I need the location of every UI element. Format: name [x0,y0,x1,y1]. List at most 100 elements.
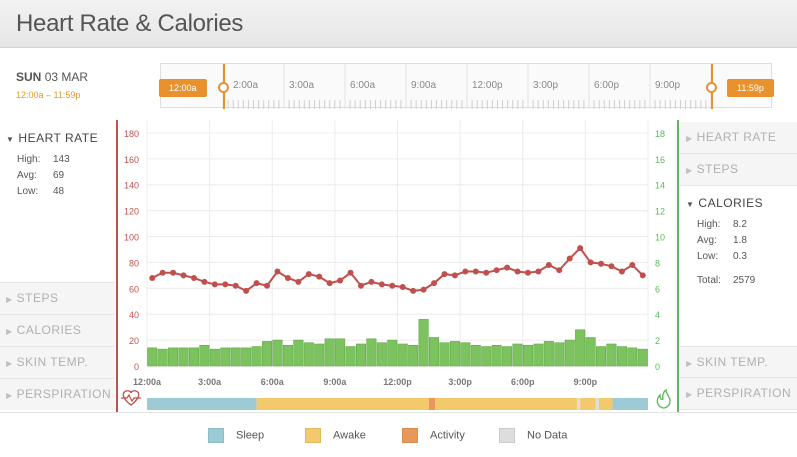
calories-bar [314,343,325,367]
heart-rate-stats: High: 143 Avg: 69 Low: 48 [17,154,70,202]
heart-rate-header[interactable]: ▼ HEART RATE [6,131,98,145]
timeline-label: 6:00a [350,80,376,91]
tab-perspiration[interactable]: ▶ PERSPIRATION [0,378,115,410]
calories-bar [575,329,586,367]
tab-skin-temp[interactable]: ▶ SKIN TEMP. [680,346,797,378]
tab-calories[interactable]: ▶ CALORIES [0,314,115,346]
calories-bar [470,344,481,367]
legend-item-no-data: No Data [499,428,567,443]
timeline-start-handle[interactable]: 12:00a [159,79,207,97]
legend-label: Activity [430,429,465,442]
heart-rate-point [347,269,354,276]
heart-rate-point [441,271,448,278]
heart-rate-point [451,272,458,279]
calories-bar [439,342,450,367]
tab-perspiration[interactable]: ▶ PERSPIRATION [680,378,797,410]
tab-steps[interactable]: ▶ STEPS [0,282,115,314]
tab-label: HEART RATE [696,130,777,144]
heart-rate-point [253,280,260,287]
calories-header[interactable]: ▼ CALORIES [686,196,763,210]
timeline-scrubber[interactable]: 2:00a 3:00a 6:00a 9:00a 12:00p 3:00p 6:0… [159,63,774,109]
heart-rate-tick-label: 140 [124,181,139,191]
stat-value: 0.3 [733,251,747,262]
calories-tick-label: 0 [655,362,660,372]
heart-rate-point [493,267,500,274]
legend-swatch [499,428,515,443]
calories-bar [220,347,231,367]
calories-bars [147,319,648,367]
heart-rate-tick-label: 180 [124,129,139,139]
day-name: SUN [16,70,42,84]
heart-rate-point [629,262,636,269]
tab-label: STEPS [16,291,59,305]
time-tick-label: 6:00p [511,377,535,387]
tab-label: CALORIES [16,323,82,337]
time-tick-label: 3:00a [198,377,222,387]
tab-heart-rate[interactable]: ▶ HEART RATE [680,122,797,154]
heart-rate-tick-label: 100 [124,233,139,243]
time-tick-label: 9:00p [574,377,598,387]
stat-label: Avg: [17,170,37,181]
heart-rate-tick-label: 0 [134,362,139,372]
heart-rate-point [545,262,552,269]
time-tick-label: 12:00a [133,377,162,387]
heart-rate-point [556,267,563,274]
heart-rate-point [587,259,594,266]
caret-right-icon: ▶ [686,134,693,143]
calories-bar [178,347,189,367]
heart-rate-tick-label: 60 [129,284,139,294]
timeline-start-knob[interactable] [218,82,229,93]
heart-rate-point [399,284,406,291]
stat-row: High: 143 [17,154,70,170]
activity-segment [435,398,578,410]
calories-bar [637,348,648,367]
tab-label: SKIN TEMP. [16,355,88,369]
activity-segment [577,398,581,410]
heart-rate-title: HEART RATE [18,131,99,145]
stat-row: Avg: 1.8 [697,235,755,251]
tab-skin-temp[interactable]: ▶ SKIN TEMP. [0,346,115,378]
legend-label: Sleep [236,429,265,442]
heart-rate-tick-label: 40 [129,310,139,320]
heart-rate-point [326,280,333,287]
stat-label: High: [697,219,721,230]
calories-bar [616,346,627,367]
heart-rate-point [337,277,344,284]
heart-rate-point [264,282,271,289]
total-row: Total: 2579 [697,275,755,291]
calories-bar [585,337,596,367]
calories-bar [627,347,638,367]
heart-rate-point [389,282,396,289]
heart-rate-section: ▼ HEART RATE High: 143 Avg: 69 Low: 48 [0,122,115,282]
heart-rate-point [368,278,375,285]
total-label: Total: [697,275,721,286]
calories-bar [366,338,377,367]
timeline-ticks [222,64,712,109]
activity-segment [256,398,429,410]
calories-bar [293,339,304,367]
left-metric-panel: ▼ HEART RATE High: 143 Avg: 69 Low: 48 ▶ STEP… [0,122,115,410]
calories-bar [209,348,220,367]
stat-label: Low: [697,251,719,262]
calories-bar [168,347,179,367]
timeline-end-knob[interactable] [706,82,717,93]
calories-bar [554,342,565,367]
activity-segment [580,398,596,410]
heart-rate-point [608,263,615,270]
heart-rate-point [410,287,417,294]
tab-label: PERSPIRATION [16,387,112,401]
timeline-label: 9:00a [411,80,437,91]
heart-rate-point [201,278,208,285]
heart-rate-point [284,274,291,281]
caret-right-icon: ▶ [6,359,13,368]
time-axis: 12:00a 3:00a 6:00a 9:00a 12:00p 3:00p 6:00p 9:0… [133,377,598,387]
tab-steps[interactable]: ▶ STEPS [680,154,797,186]
calories-bar [241,347,252,367]
calories-bar [230,347,241,367]
calories-bar [335,338,346,367]
calories-tick-label: 6 [655,284,660,294]
timeline-end-handle[interactable]: 11:59p [727,79,774,97]
heart-rate-point [274,268,281,275]
stat-value: 48 [53,186,65,197]
date-label: SUN 03 MAR [16,70,88,84]
